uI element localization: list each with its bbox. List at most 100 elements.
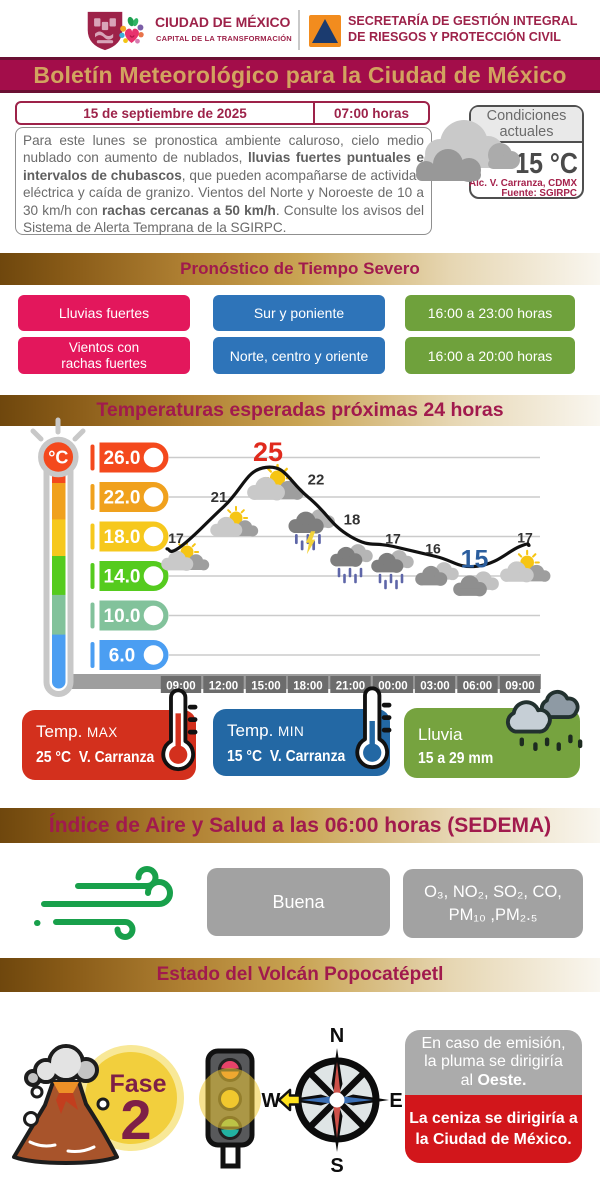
temp-value-label: 18 bbox=[344, 512, 361, 529]
wind-icon bbox=[34, 866, 173, 940]
temp-value-label: 21 bbox=[211, 489, 228, 506]
phase-number: 2 bbox=[120, 1088, 151, 1151]
volcano-graphics: Fase 2 bbox=[12, 1025, 403, 1177]
date-time-box: 15 de septiembre de 2025 07:00 horas bbox=[15, 101, 430, 125]
temperature-chart: 09:00 12:00 15:00 18:00 21:00 00:00 03:00 06:00… bbox=[30, 417, 551, 697]
brand-title: CIUDAD DE MÉXICO bbox=[155, 14, 291, 30]
time-axis-label: 15:00 bbox=[251, 681, 280, 693]
temperature-curve bbox=[165, 465, 531, 569]
air-quality-status: Buena bbox=[207, 868, 390, 936]
temp-min-label: Temp. MIN bbox=[227, 721, 304, 741]
scale-pill-label: 18.0 bbox=[104, 527, 141, 548]
weather-sun-cloud-icon bbox=[500, 549, 551, 583]
pollutants-line1: O₃, NO₂, SO₂, CO, bbox=[424, 882, 562, 901]
thermometer-icon: °C bbox=[30, 417, 86, 697]
chart-label: °C bbox=[48, 448, 68, 468]
weather-cloudy-icon bbox=[415, 562, 459, 586]
rain-card: Lluvia 15 a 29 mm bbox=[404, 708, 580, 778]
brand-subtitle: CAPITAL DE LA TRANSFORMACIÓN bbox=[156, 34, 292, 43]
air-quality-status-label: Buena bbox=[272, 891, 325, 912]
forecast-text: Para este lunes se pronostica ambiente c… bbox=[15, 127, 432, 235]
severe-zone-2-label: Norte, centro y oriente bbox=[229, 347, 369, 364]
severe-zone-1-label: Sur y poniente bbox=[253, 305, 345, 321]
temp-max-location: V. Carranza bbox=[78, 749, 155, 766]
agency-name: SECRETARÍA DE GESTIÓN INTEGRAL DE RIESGO… bbox=[348, 14, 598, 45]
severe-time-1-label: 16:00 a 23:00 horas bbox=[427, 305, 553, 321]
temp-value-label: 22 bbox=[308, 472, 325, 489]
weather-rain-icon bbox=[330, 544, 373, 584]
air-quality-title: Índice de Aire y Salud a las 06:00 horas… bbox=[48, 813, 552, 837]
header-divider bbox=[298, 10, 300, 50]
cdmx-shield-logo-icon bbox=[87, 11, 123, 51]
temp-min-title: Temp. bbox=[227, 721, 274, 740]
severe-zone-1: Sur y poniente bbox=[213, 295, 385, 331]
banner: Boletín Meteorológico para la Ciudad de … bbox=[0, 57, 600, 93]
time-axis-bar bbox=[58, 674, 541, 689]
weather-storm-icon bbox=[288, 509, 335, 555]
time-axis-label: 03:00 bbox=[420, 681, 449, 693]
temp-value-label: 25 bbox=[253, 437, 283, 467]
compass-east-label: E bbox=[389, 1090, 402, 1112]
compass-north-label: N bbox=[330, 1025, 344, 1047]
ash-direction-box: La ceniza se dirigiría a la Ciudad de Mé… bbox=[405, 1095, 582, 1163]
scale-pill-label: 10.0 bbox=[104, 606, 141, 627]
current-temperature: 15 °C bbox=[515, 148, 578, 180]
severe-weather-band: Pronóstico de Tiempo Severo bbox=[0, 253, 600, 285]
weather-sun-cloud-icon bbox=[161, 539, 210, 571]
forecast-segment: . Consulte los avisos del Sistema de Ale… bbox=[23, 202, 424, 236]
temp-max-label: Temp. MAX bbox=[36, 722, 118, 742]
rain-value: 15 a 29 mm bbox=[418, 750, 494, 767]
agency-name-line1: SECRETARÍA DE GESTIÓN INTEGRAL bbox=[348, 14, 578, 28]
temp-value-label: 15 bbox=[461, 546, 489, 574]
weather-sun-cloud-icon bbox=[210, 505, 259, 537]
weather-sun-cloud-icon bbox=[247, 463, 304, 501]
pollutants-line2: PM₁₀ ,PM₂.₅ bbox=[448, 905, 538, 924]
temp-min-suffix: MIN bbox=[278, 724, 305, 739]
severe-event-1-label: Lluvias fuertes bbox=[58, 305, 150, 321]
air-quality-pollutants: O₃, NO₂, SO₂, CO, PM₁₀ ,PM₂.₅ bbox=[403, 869, 583, 938]
temp-value-label: 17 bbox=[168, 530, 184, 546]
compass-south-label: S bbox=[330, 1155, 343, 1177]
severe-time-2: 16:00 a 20:00 horas bbox=[405, 337, 575, 374]
scale-pill: 22.0 bbox=[90, 482, 169, 512]
scale-pill: 26.0 bbox=[90, 442, 169, 473]
current-conditions-location: Alc. V. Carranza, CDMX bbox=[469, 178, 577, 189]
severe-event-2-label: Vientos con rachas fuertes bbox=[61, 339, 147, 371]
temp-max-number: 25 °C bbox=[36, 749, 72, 766]
scale-pill-label: 22.0 bbox=[104, 488, 141, 509]
clouds-icon bbox=[416, 120, 520, 182]
temperature-title: Temperaturas esperadas próximas 24 horas bbox=[96, 399, 504, 421]
scale-pill: 6.0 bbox=[90, 640, 169, 670]
scale-pill: 14.0 bbox=[90, 561, 169, 591]
plume-line2: la pluma se dirigiría bbox=[424, 1053, 563, 1071]
forecast-segment: , que pueden acompañarse de actividad el… bbox=[23, 167, 424, 218]
compass-west-label: W bbox=[262, 1090, 281, 1112]
severe-weather-title: Pronóstico de Tiempo Severo bbox=[180, 259, 420, 278]
temp-value-label: 17 bbox=[385, 530, 401, 546]
temp-value-label: 17 bbox=[517, 529, 533, 545]
phase-label: Fase bbox=[110, 1070, 167, 1098]
plume-direction-box: En caso de emisión, la pluma se dirigirí… bbox=[405, 1030, 582, 1095]
time-axis-label: 18:00 bbox=[293, 681, 322, 693]
temp-min-value: 15 °C V. Carranza bbox=[227, 748, 345, 766]
scale-pill-label: 6.0 bbox=[109, 646, 135, 667]
top-header: CIUDAD DE MÉXICO CAPITAL DE LA TRANSFORM… bbox=[0, 0, 600, 57]
current-conditions-source: Fuente: SGIRPC bbox=[501, 188, 577, 199]
current-conditions-title-line1: Condiciones bbox=[486, 108, 567, 124]
phase-badge: Fase 2 bbox=[78, 1045, 184, 1151]
ash-line1: La ceniza se dirigiría a bbox=[409, 1110, 578, 1127]
scale-pill-label: 26.0 bbox=[104, 448, 141, 469]
volcano-icon bbox=[12, 1044, 119, 1165]
scale-pill-label: 14.0 bbox=[104, 567, 141, 588]
rain-label: Lluvia bbox=[418, 725, 463, 744]
current-conditions-title-line2: actuales bbox=[499, 124, 554, 140]
agency-name-line2: DE RIESGOS Y PROTECCIÓN CIVIL bbox=[348, 29, 561, 44]
west-arrow-icon bbox=[277, 1088, 302, 1112]
plume-line1: En caso de emisión, bbox=[421, 1034, 566, 1052]
time-axis-box bbox=[287, 676, 329, 693]
temp-max-value: 25 °C V. Carranza bbox=[36, 749, 154, 767]
ash-line2: la Ciudad de México. bbox=[415, 1131, 572, 1148]
compass-icon: N S E W bbox=[262, 1025, 403, 1177]
temp-min-card: Temp. MIN 15 °C V. Carranza bbox=[213, 709, 390, 776]
